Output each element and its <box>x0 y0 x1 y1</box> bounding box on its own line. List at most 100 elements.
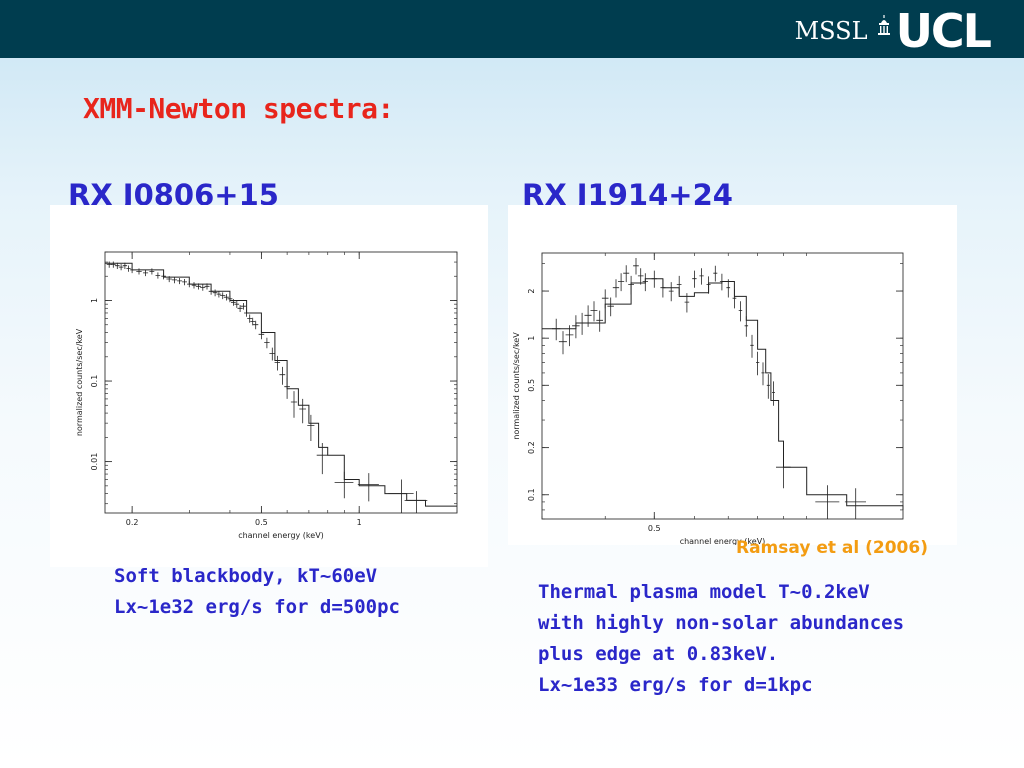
left-data-point <box>177 278 183 285</box>
right-data-point <box>844 488 866 519</box>
left-data-point <box>253 320 259 330</box>
left-data-point <box>143 270 149 277</box>
left-x-tick-label: 0.5 <box>255 518 268 527</box>
right-data-point <box>633 258 639 275</box>
right-y-tick-label: 0.5 <box>527 379 536 392</box>
left-y-tick-label: 0.1 <box>90 375 99 388</box>
right-caption-line: with highly non-solar abundances <box>538 612 905 634</box>
left-y-tick-label: 1 <box>90 298 99 303</box>
right-data-point <box>766 374 770 399</box>
left-data-point <box>279 366 286 385</box>
right-y-tick-label: 1 <box>527 336 536 341</box>
left-caption-line: Lx~1e32 erg/s for d=500pc <box>114 596 400 618</box>
right-data-point <box>590 301 598 322</box>
citation: Ramsay et al (2006) <box>736 538 928 558</box>
right-data-point <box>772 381 775 406</box>
right-caption: Thermal plasma model T~0.2keV with highl… <box>538 577 904 701</box>
left-spectrum-panel: 0.2 0.5 1 1 0.1 0.01 channel energy (keV) norma… <box>50 205 488 567</box>
left-data-point <box>106 261 112 268</box>
right-data-point <box>612 279 620 298</box>
left-data-point <box>171 277 178 284</box>
header-bar: MSSL UCL <box>0 0 1024 58</box>
right-caption-line: Thermal plasma model T~0.2keV <box>538 581 870 603</box>
logo-ucl-text: UCL <box>895 4 992 58</box>
right-data-point <box>552 318 561 341</box>
left-y-tick-label: 0.01 <box>90 453 99 471</box>
left-data-point <box>247 314 253 323</box>
left-data-point <box>290 391 298 418</box>
right-data-point <box>558 331 567 355</box>
right-y-tick-label: 0.2 <box>527 441 536 454</box>
right-data-point <box>756 351 760 376</box>
left-data-point <box>250 317 256 326</box>
left-data-point <box>388 479 414 513</box>
left-data-point <box>274 355 281 371</box>
left-data-point <box>404 491 428 513</box>
left-data-point <box>149 268 155 275</box>
left-x-tick-label: 0.2 <box>126 518 139 527</box>
right-data-point <box>699 268 704 285</box>
left-data-point <box>316 443 328 475</box>
left-data-point <box>110 261 116 268</box>
right-model-curve <box>542 278 904 510</box>
left-data-point <box>223 294 229 301</box>
left-data-point <box>122 262 128 269</box>
right-data-point <box>815 485 840 519</box>
right-data-point <box>713 265 718 282</box>
left-data-point <box>155 272 161 279</box>
right-spectrum-chart: 0.5 2 1 0.5 0.2 0.1 channel energy (keV) normal… <box>512 252 904 546</box>
right-data-point <box>618 273 625 292</box>
right-data-point <box>750 334 754 358</box>
left-data-point <box>357 473 379 502</box>
right-caption-line: plus edge at 0.83keV. <box>538 643 779 665</box>
left-y-axis-label: normalized counts/sec/keV <box>75 328 84 436</box>
left-data-point <box>307 414 315 441</box>
right-data-point <box>578 312 586 335</box>
left-data-point <box>234 300 240 308</box>
right-data-point <box>692 270 697 288</box>
left-x-tick-label: 1 <box>357 518 362 527</box>
left-data-point <box>220 292 226 300</box>
right-plot-frame <box>541 252 904 520</box>
left-model-curve <box>105 262 457 507</box>
right-data-point <box>738 301 743 322</box>
portico-dome-icon <box>877 15 890 35</box>
left-data-point <box>264 337 270 349</box>
right-data-point <box>607 297 614 317</box>
right-data-point <box>637 268 644 285</box>
left-data-point <box>118 264 124 271</box>
left-data-point <box>126 265 131 272</box>
left-data-point <box>237 305 243 312</box>
right-y-axis-label: normalized counts/sec/keV <box>512 332 521 440</box>
left-data-point <box>182 279 187 286</box>
right-data-point <box>761 362 765 386</box>
left-caption-line: Soft blackbody, kT~60eV <box>114 565 378 587</box>
left-data-point <box>136 268 142 275</box>
left-data-point <box>299 398 306 424</box>
left-data-point <box>212 289 218 297</box>
right-x-axis-label: channel energy (keV) <box>680 537 766 545</box>
mssl-ucl-logo: MSSL UCL <box>794 4 992 58</box>
slide-title: XMM-Newton spectra: <box>83 92 394 125</box>
right-caption-line: Lx~1e33 erg/s for d=1kpc <box>538 674 813 696</box>
left-data-point <box>114 262 120 269</box>
right-data-point <box>668 282 674 302</box>
right-data-point <box>596 310 603 332</box>
logo-mssl-text: MSSL <box>794 17 868 45</box>
left-plot-frame <box>104 251 458 514</box>
left-data-point <box>200 284 206 291</box>
left-data-point <box>216 291 222 298</box>
right-data-point <box>726 279 731 298</box>
right-y-tick-label: 0.1 <box>527 488 536 501</box>
right-x-tick-label: 0.5 <box>648 524 661 533</box>
left-x-axis-label: channel energy (keV) <box>238 531 324 540</box>
left-data-point <box>191 282 197 289</box>
left-data-point <box>269 347 276 361</box>
right-data-point <box>623 265 630 283</box>
right-spectrum-panel: 0.5 2 1 0.5 0.2 0.1 channel energy (keV) normal… <box>508 205 957 546</box>
right-y-tick-label: 2 <box>527 289 536 294</box>
left-caption: Soft blackbody, kT~60eV Lx~1e32 erg/s fo… <box>114 561 400 623</box>
left-data-point <box>240 303 246 310</box>
right-data-point <box>584 305 592 327</box>
left-spectrum-chart: 0.2 0.5 1 1 0.1 0.01 channel energy (keV) norma… <box>75 251 458 540</box>
